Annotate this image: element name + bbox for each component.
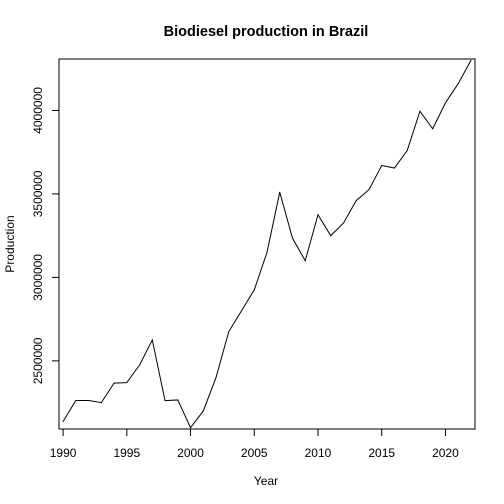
x-tick-label: 2005 — [241, 446, 268, 460]
data-point — [457, 83, 459, 85]
data-point — [279, 191, 281, 193]
y-axis-label: Production — [3, 215, 17, 272]
data-point — [304, 260, 306, 262]
y-tick-label: 2500000 — [31, 337, 45, 384]
data-point — [62, 420, 64, 422]
data-point — [151, 339, 153, 341]
data-point — [266, 251, 268, 253]
x-tick-label: 2000 — [177, 446, 204, 460]
data-point — [444, 102, 446, 104]
x-axis: 1990 1995 2000 2005 2010 2015 2020 — [50, 428, 459, 460]
data-point — [126, 382, 128, 384]
data-point — [253, 289, 255, 291]
data-point — [75, 399, 77, 401]
series-line — [62, 60, 472, 429]
data-point — [139, 364, 141, 366]
y-tick-label: 4000000 — [31, 87, 45, 134]
data-point — [100, 402, 102, 404]
data-point — [432, 128, 434, 130]
x-tick-label: 1995 — [113, 446, 140, 460]
data-point — [381, 165, 383, 167]
data-point — [88, 399, 90, 401]
data-point — [291, 237, 293, 239]
plot-box — [58, 58, 476, 430]
x-tick-label: 1990 — [50, 446, 77, 460]
data-point — [393, 167, 395, 169]
data-point — [317, 214, 319, 216]
data-point — [470, 59, 472, 61]
y-axis: 2500000 3000000 3500000 4000000 — [31, 87, 60, 384]
chart-title: Biodiesel production in Brazil — [164, 24, 369, 40]
data-point — [330, 235, 332, 237]
series-layer — [62, 59, 472, 429]
y-tick-label: 3000000 — [31, 254, 45, 301]
data-point — [190, 427, 192, 429]
data-point — [228, 331, 230, 333]
data-point — [355, 200, 357, 202]
x-tick-label: 2010 — [305, 446, 332, 460]
y-tick-label: 3500000 — [31, 170, 45, 217]
x-tick-label: 2015 — [368, 446, 395, 460]
data-point — [342, 222, 344, 224]
data-point — [406, 149, 408, 151]
x-tick-label: 2020 — [432, 446, 459, 460]
data-point — [215, 377, 217, 379]
data-point — [241, 310, 243, 312]
data-point — [419, 110, 421, 112]
data-point — [177, 399, 179, 401]
data-point — [164, 400, 166, 402]
x-axis-label: Year — [254, 474, 278, 488]
data-point — [368, 189, 370, 191]
data-point — [113, 382, 115, 384]
data-point — [202, 410, 204, 412]
